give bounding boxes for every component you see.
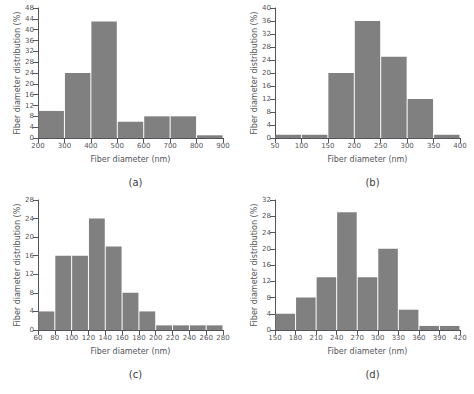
svg-text:300: 300 <box>400 142 413 150</box>
svg-text:160: 160 <box>115 334 128 342</box>
svg-text:400: 400 <box>453 142 466 150</box>
svg-text:4: 4 <box>30 307 35 315</box>
svg-text:28: 28 <box>25 58 34 66</box>
svg-text:28: 28 <box>25 196 34 204</box>
svg-text:180: 180 <box>132 334 145 342</box>
svg-text:250: 250 <box>374 142 387 150</box>
svg-text:350: 350 <box>427 142 440 150</box>
svg-text:4: 4 <box>30 123 35 131</box>
svg-text:330: 330 <box>392 334 405 342</box>
svg-text:180: 180 <box>289 334 302 342</box>
svg-text:260: 260 <box>199 334 212 342</box>
svg-text:Fiber diameter (nm): Fiber diameter (nm) <box>328 347 408 356</box>
svg-text:(b): (b) <box>365 177 379 188</box>
svg-text:200: 200 <box>348 142 361 150</box>
svg-text:300: 300 <box>371 334 384 342</box>
svg-text:800: 800 <box>190 142 203 150</box>
svg-text:900: 900 <box>216 142 229 150</box>
svg-text:240: 240 <box>330 334 343 342</box>
svg-text:700: 700 <box>163 142 176 150</box>
svg-text:200: 200 <box>31 142 44 150</box>
svg-text:0: 0 <box>266 134 271 142</box>
svg-text:12: 12 <box>262 277 271 285</box>
svg-text:60: 60 <box>34 334 43 342</box>
svg-text:24: 24 <box>25 215 34 223</box>
svg-text:8: 8 <box>30 289 34 297</box>
svg-text:140: 140 <box>99 334 112 342</box>
svg-text:270: 270 <box>351 334 364 342</box>
svg-text:36: 36 <box>25 37 34 45</box>
svg-text:Fiber diameter (nm): Fiber diameter (nm) <box>91 347 171 356</box>
svg-text:Fiber diameter distribution (%: Fiber diameter distribution (%) <box>250 204 259 327</box>
svg-text:4: 4 <box>267 121 272 129</box>
svg-text:0: 0 <box>29 134 34 142</box>
svg-text:(a): (a) <box>129 177 143 188</box>
svg-text:16: 16 <box>25 252 34 260</box>
svg-text:420: 420 <box>453 334 466 342</box>
svg-text:220: 220 <box>166 334 179 342</box>
svg-text:16: 16 <box>262 261 271 269</box>
svg-text:210: 210 <box>309 334 322 342</box>
svg-text:12: 12 <box>25 102 34 110</box>
svg-text:40: 40 <box>25 26 34 34</box>
svg-text:16: 16 <box>25 91 34 99</box>
svg-text:20: 20 <box>262 245 271 253</box>
svg-text:8: 8 <box>267 294 271 302</box>
svg-text:100: 100 <box>295 142 308 150</box>
svg-text:Fiber diameter distribution (%: Fiber diameter distribution (%) <box>13 12 22 135</box>
svg-text:390: 390 <box>433 334 446 342</box>
svg-text:300: 300 <box>58 142 71 150</box>
svg-text:Fiber diameter (nm): Fiber diameter (nm) <box>328 155 408 164</box>
svg-text:20: 20 <box>25 233 34 241</box>
svg-text:150: 150 <box>321 142 334 150</box>
svg-text:32: 32 <box>262 30 271 38</box>
svg-text:100: 100 <box>65 334 78 342</box>
svg-text:12: 12 <box>262 95 271 103</box>
svg-text:48: 48 <box>25 4 34 12</box>
svg-text:50: 50 <box>271 142 280 150</box>
svg-text:24: 24 <box>25 69 34 77</box>
svg-text:280: 280 <box>216 334 229 342</box>
svg-text:8: 8 <box>30 112 34 120</box>
svg-text:44: 44 <box>25 15 34 23</box>
svg-text:150: 150 <box>268 334 281 342</box>
svg-text:80: 80 <box>50 334 59 342</box>
svg-text:16: 16 <box>262 82 271 90</box>
svg-text:120: 120 <box>82 334 95 342</box>
svg-text:20: 20 <box>25 80 34 88</box>
svg-text:240: 240 <box>183 334 196 342</box>
svg-text:Fiber diameter distribution (%: Fiber diameter distribution (%) <box>250 12 259 135</box>
svg-text:36: 36 <box>262 17 271 25</box>
svg-text:0: 0 <box>266 326 271 334</box>
svg-text:Fiber diameter (nm): Fiber diameter (nm) <box>91 155 171 164</box>
svg-text:28: 28 <box>262 43 271 51</box>
svg-text:28: 28 <box>262 212 271 220</box>
svg-text:20: 20 <box>262 69 271 77</box>
svg-text:360: 360 <box>412 334 425 342</box>
svg-text:500: 500 <box>111 142 124 150</box>
svg-text:(c): (c) <box>129 369 142 380</box>
svg-text:24: 24 <box>262 229 271 237</box>
svg-text:600: 600 <box>137 142 150 150</box>
svg-text:24: 24 <box>262 56 271 64</box>
svg-text:40: 40 <box>262 4 271 12</box>
svg-text:(d): (d) <box>365 369 379 380</box>
svg-text:32: 32 <box>25 47 34 55</box>
svg-text:4: 4 <box>267 310 272 318</box>
svg-text:32: 32 <box>262 196 271 204</box>
svg-text:8: 8 <box>267 108 271 116</box>
svg-text:Fiber diameter distribution (%: Fiber diameter distribution (%) <box>13 204 22 327</box>
svg-text:200: 200 <box>149 334 162 342</box>
svg-text:0: 0 <box>29 326 34 334</box>
svg-text:12: 12 <box>25 270 34 278</box>
svg-text:400: 400 <box>84 142 97 150</box>
